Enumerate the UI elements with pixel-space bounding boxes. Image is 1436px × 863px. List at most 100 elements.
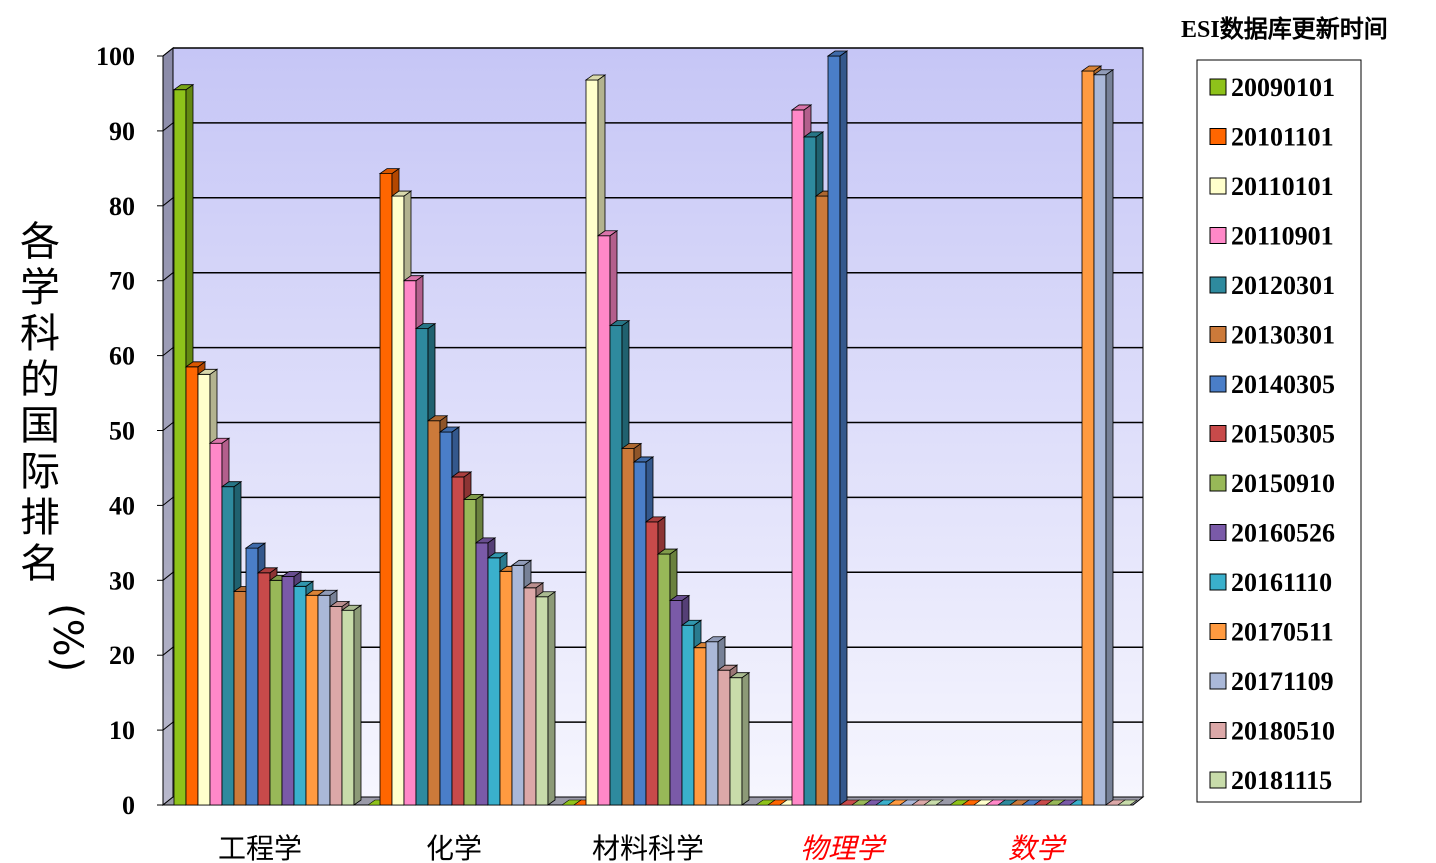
bar-front [391, 195, 405, 806]
bar-side [547, 591, 556, 806]
y-tick-label: 40 [109, 491, 135, 520]
gridline-side [162, 272, 174, 282]
gridline-side [162, 646, 174, 656]
bar-front [803, 136, 817, 806]
legend-swatch [1209, 771, 1227, 789]
x-axis: 工程学 化学 材料科学 物理学 数学 [218, 832, 1067, 863]
legend-item: 20170511 [1209, 618, 1334, 647]
bar-top [244, 542, 267, 549]
bar-top [1092, 69, 1115, 76]
x-tick-label: 物理学 [800, 832, 887, 863]
bar-top [522, 582, 545, 589]
x-tick-label: 数学 [1008, 832, 1067, 863]
bar-front [669, 600, 683, 806]
bar-front [403, 280, 417, 806]
bar-top [620, 443, 643, 449]
y-tick-label: 70 [109, 267, 135, 296]
legend-item: 20110101 [1209, 172, 1334, 201]
legend-swatch [1209, 227, 1227, 244]
bar [728, 671, 751, 806]
legend-swatch [1209, 177, 1227, 195]
legend-swatch [1209, 425, 1227, 442]
legend-swatch [1209, 672, 1227, 690]
bar [1092, 68, 1115, 806]
gridline-side [162, 571, 174, 581]
legend-swatch [1209, 128, 1227, 145]
bar-front [185, 366, 199, 806]
bar-top [728, 672, 751, 679]
legend-swatch [1209, 573, 1227, 591]
legend-swatch [1209, 524, 1227, 541]
bar-front [257, 572, 271, 806]
bar-top [280, 571, 303, 577]
bar-top [584, 74, 607, 81]
bar-top [208, 437, 231, 444]
bar [826, 50, 849, 806]
bar-top [378, 168, 401, 174]
bar-front [791, 109, 805, 806]
bar-front [511, 564, 525, 806]
legend-item: 20161110 [1209, 568, 1332, 597]
bar-top [414, 323, 437, 330]
bar-front [281, 576, 295, 806]
y-tick-label: 10 [109, 716, 135, 745]
y-axis-label-char: 各 [20, 219, 60, 265]
bar-front [341, 609, 355, 806]
bar-front [317, 594, 331, 806]
bar-front [427, 420, 441, 806]
bar [534, 591, 557, 806]
bar-top [340, 604, 363, 611]
bar-front [1093, 74, 1107, 806]
y-tick-label: 80 [109, 192, 135, 221]
gridline-side [162, 422, 174, 431]
legend-label: 20120301 [1231, 271, 1335, 300]
x-tick-label: 化学 [426, 832, 482, 863]
bar-top [196, 368, 219, 375]
bar-front [463, 499, 477, 806]
gridline-side [162, 721, 174, 731]
y-tick-label: 90 [109, 117, 135, 146]
bar-front [523, 587, 537, 806]
legend-label: 20181115 [1231, 766, 1332, 795]
bar-zero [1117, 799, 1138, 806]
bar-front [609, 325, 623, 806]
bar-top [596, 230, 619, 237]
bar [1117, 799, 1138, 806]
bar-front [439, 431, 453, 806]
x-tick-label: 材料科学 [592, 832, 704, 863]
bar-top [256, 567, 279, 574]
y-tick-label: 100 [96, 42, 135, 71]
bar-front [633, 461, 647, 806]
legend-item: 20090101 [1209, 73, 1335, 102]
bar-front [233, 591, 247, 806]
bar-front [585, 79, 599, 806]
legend-label: 20170511 [1231, 618, 1334, 647]
bar-top [292, 580, 315, 587]
legend-item: 20140305 [1209, 370, 1335, 399]
bar-front [621, 448, 635, 806]
bar-side [1105, 68, 1114, 806]
bar-front [415, 328, 429, 806]
legend-label: 20140305 [1231, 370, 1335, 399]
legend-label: 20090101 [1231, 73, 1335, 102]
legend-label: 20161110 [1231, 568, 1332, 597]
plot-area [161, 46, 1145, 807]
bar-front [379, 173, 393, 806]
bar-top [704, 636, 727, 643]
legend-label: 20101101 [1231, 123, 1334, 152]
legend-label: 20171109 [1231, 667, 1334, 696]
bar-front [269, 579, 283, 806]
bar-front [451, 476, 465, 806]
y-tick-label: 50 [109, 417, 135, 446]
legend-swatch [1209, 276, 1227, 294]
y-tick-label: 30 [109, 566, 135, 595]
bar-front [499, 570, 513, 806]
bar-top [790, 104, 813, 111]
y-axis-label-char: 排 [20, 495, 60, 541]
bar-top [474, 537, 497, 544]
bar-front [657, 553, 671, 806]
bar-top [438, 426, 461, 433]
y-axis-label-char: 际 [20, 449, 60, 495]
bar-top [328, 601, 351, 607]
